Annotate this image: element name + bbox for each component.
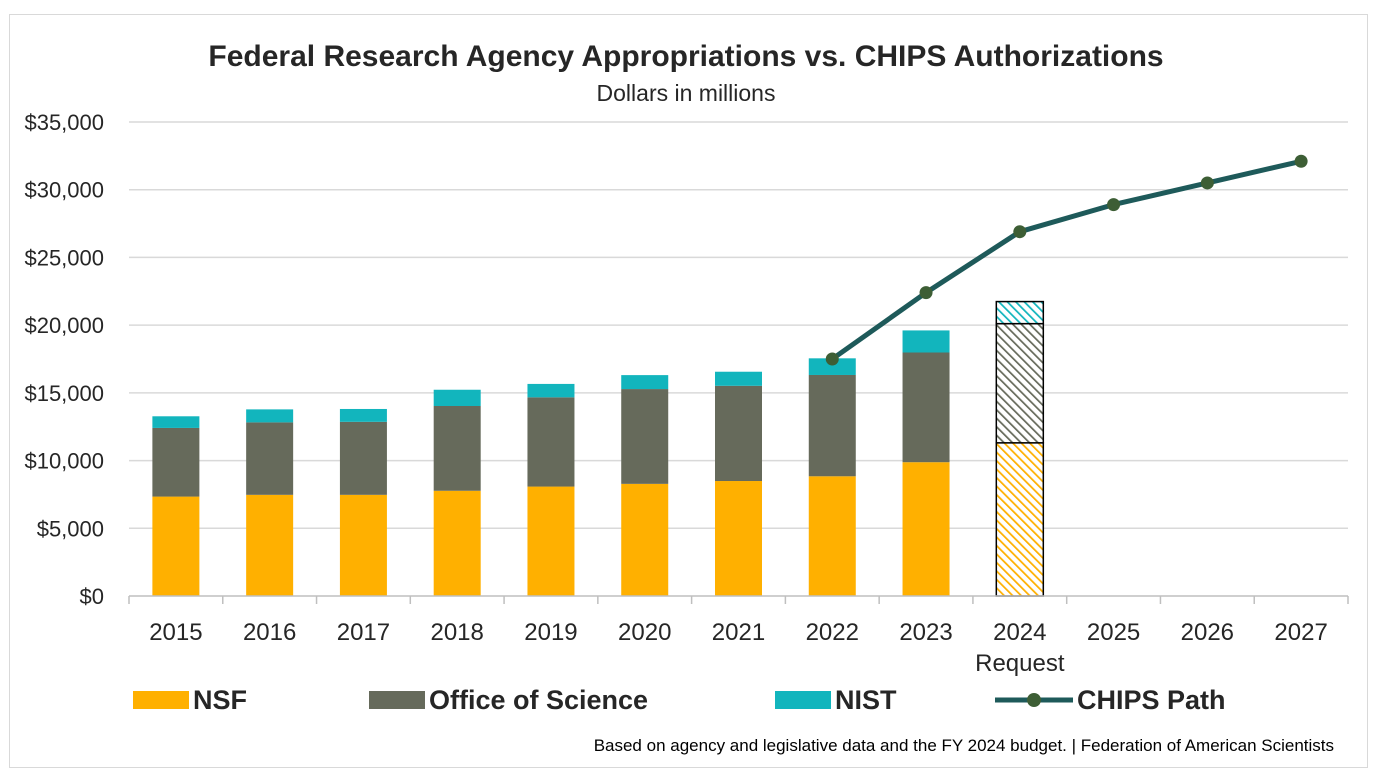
- legend-item-office-of-science: Office of Science: [369, 683, 648, 717]
- bar-nsf-2020: [621, 483, 669, 596]
- x-tick-label: 2027: [1274, 619, 1327, 646]
- bar-nist-2024: [995, 300, 1045, 325]
- bar-nist-2022: [808, 358, 856, 375]
- bar-nist-2020: [621, 375, 669, 390]
- y-tick-label: $20,000: [24, 313, 104, 338]
- bar-nist-2017: [339, 408, 387, 422]
- legend-swatch-nist: [775, 691, 831, 709]
- bar-nsf-2023: [902, 462, 950, 596]
- bar-office-of-science-2021: [715, 385, 762, 482]
- x-tick-label: 2019: [524, 619, 577, 646]
- x-tick-label: 2016: [243, 619, 296, 646]
- bar-office-of-science-2022: [808, 374, 856, 477]
- bar-office-of-science-2017: [339, 421, 387, 495]
- bar-nist-2019: [527, 383, 575, 398]
- x-tick-label: 2022: [806, 619, 859, 646]
- legend-swatch-nsf: [133, 691, 189, 709]
- chips-path-line: [825, 154, 1308, 366]
- bar-nist-2015: [152, 416, 200, 428]
- y-tick-label: $0: [80, 584, 104, 609]
- chart-frame: [9, 14, 1368, 768]
- bar-office-of-science-2015: [152, 427, 200, 497]
- bar-nist-2016: [246, 409, 294, 423]
- bar-office-of-science-2016: [246, 422, 294, 495]
- bar-office-of-science-2018: [433, 405, 481, 491]
- x-tick-label: 2025: [1087, 619, 1140, 646]
- x-tick-label: 2023: [899, 619, 952, 646]
- y-tick-label: $15,000: [24, 381, 104, 406]
- chips-path-line-stroke: [830, 158, 1302, 362]
- legend-label-office-of-science: Office of Science: [429, 684, 649, 715]
- legend-label-nist: NIST: [835, 684, 897, 715]
- y-tick-label: $35,000: [24, 110, 104, 135]
- legend-item-nist: NIST: [775, 683, 897, 717]
- bar-nsf-2019: [527, 486, 575, 596]
- y-tick-label: $5,000: [37, 516, 104, 541]
- chips-path-point: [1107, 198, 1121, 212]
- legend: NSF Office of Science NIST CHIPS Path: [133, 683, 1333, 717]
- source-note: Based on agency and legislative data and…: [593, 736, 1334, 755]
- legend-label-nsf: NSF: [193, 684, 247, 715]
- x-tick-label: 2021: [712, 619, 765, 646]
- chart-title: Federal Research Agency Appropriations v…: [208, 40, 1164, 73]
- bar-nist-2023: [902, 330, 950, 353]
- bar-office-of-science-2023: [902, 352, 950, 463]
- x-tick-label: 2017: [337, 619, 390, 646]
- legend-item-chips-path: CHIPS Path: [993, 683, 1226, 717]
- chips-path-point: [825, 352, 839, 366]
- x-tick-sublabel: Request: [975, 650, 1065, 677]
- bar-series: [152, 300, 1045, 597]
- bar-nist-2018: [433, 389, 481, 406]
- bar-nsf-2016: [246, 494, 294, 596]
- y-tick-label: $30,000: [24, 178, 104, 203]
- x-axis: [128, 595, 1349, 604]
- chips-path-point: [1200, 176, 1214, 190]
- bar-office-of-science-2020: [621, 389, 669, 484]
- chart-subtitle: Dollars in millions: [596, 80, 776, 106]
- y-axis-tick-labels: $0 $5,000 $10,000 $15,000 $20,000 $25,000 $30,…: [24, 110, 104, 609]
- x-tick-label: 2024: [993, 619, 1046, 646]
- bar-nsf-2015: [152, 496, 200, 596]
- chips-path-point: [919, 286, 933, 300]
- bar-nsf-2021: [715, 481, 762, 596]
- legend-label-chips-path: CHIPS Path: [1077, 684, 1226, 715]
- y-tick-label: $10,000: [24, 449, 104, 474]
- chips-path-point: [1294, 154, 1308, 168]
- bar-nsf-2022: [808, 476, 856, 596]
- y-tick-label: $25,000: [24, 245, 104, 270]
- bar-office-of-science-2024: [995, 322, 1045, 444]
- bar-nsf-2024: [995, 442, 1045, 597]
- bar-nist-2021: [715, 371, 762, 386]
- x-tick-label: 2020: [618, 619, 671, 646]
- x-tick-label: 2018: [430, 619, 483, 646]
- bar-nsf-2017: [339, 494, 387, 596]
- legend-item-nsf: NSF: [133, 683, 247, 717]
- legend-swatch-office-of-science: [369, 691, 425, 709]
- chips-path-point: [1013, 225, 1027, 239]
- bar-nsf-2018: [433, 490, 481, 596]
- legend-swatch-chips-path: [995, 693, 1073, 707]
- x-tick-label: 2015: [149, 619, 202, 646]
- x-tick-label: 2026: [1181, 619, 1234, 646]
- bar-office-of-science-2019: [527, 397, 575, 487]
- x-axis-tick-labels: 2015 2016 2017 2018 2019 2020 2021 2022 2023 2024…: [149, 619, 1328, 677]
